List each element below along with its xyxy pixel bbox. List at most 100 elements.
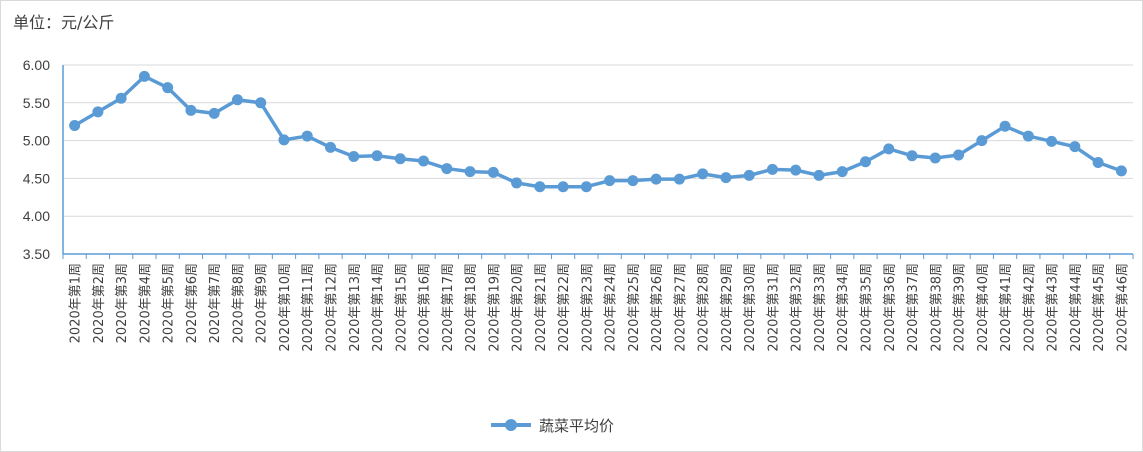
- data-point: [231, 94, 243, 106]
- x-tick-label: 2020年第42周: [1022, 263, 1037, 352]
- data-point: [836, 166, 848, 178]
- x-tick-label: 2020年第5周: [162, 263, 177, 343]
- x-tick-label: 2020年第40周: [976, 263, 991, 352]
- data-point: [1069, 141, 1081, 153]
- x-tick-label: 2020年第21周: [534, 263, 549, 352]
- data-point: [69, 119, 81, 131]
- unit-label: 单位：元/公斤: [13, 13, 115, 32]
- x-tick-label: 2020年第19周: [487, 263, 502, 352]
- data-point: [185, 104, 197, 116]
- x-tick-label: 2020年第12周: [325, 263, 340, 352]
- data-point: [650, 173, 662, 185]
- x-tick-label: 2020年第37周: [906, 263, 921, 352]
- data-point: [487, 166, 499, 178]
- x-tick-label: 2020年第14周: [371, 263, 386, 352]
- x-tick-label: 2020年第44周: [1069, 263, 1084, 352]
- data-point: [1046, 135, 1058, 147]
- data-point: [627, 175, 639, 187]
- x-tick-label: 2020年第8周: [231, 263, 246, 343]
- x-tick-label: 2020年第36周: [883, 263, 898, 352]
- x-tick-label: 2020年第17周: [441, 263, 456, 352]
- data-point: [1022, 130, 1034, 142]
- x-tick-label: 2020年第23周: [580, 263, 595, 352]
- data-point: [999, 120, 1011, 132]
- x-tick-label: 2020年第32周: [790, 263, 805, 352]
- x-tick-label: 2020年第46周: [1115, 263, 1130, 352]
- data-point: [860, 156, 871, 168]
- x-tick-label: 2020年第26周: [650, 263, 665, 352]
- x-tick-label: 2020年第34周: [836, 263, 851, 352]
- x-tick-label: 2020年第13周: [348, 263, 363, 352]
- data-point: [138, 70, 150, 82]
- x-tick-label: 2020年第18周: [464, 263, 479, 352]
- data-point: [720, 172, 732, 184]
- data-point: [976, 135, 988, 147]
- x-tick-label: 2020年第2周: [92, 263, 107, 343]
- x-tick-label: 2020年第41周: [999, 263, 1014, 352]
- x-tick-label: 2020年第29周: [720, 263, 735, 352]
- data-point: [371, 150, 383, 162]
- data-point: [464, 166, 476, 178]
- x-tick-label: 2020年第7周: [208, 263, 223, 343]
- x-tick-label: 2020年第28周: [697, 263, 712, 352]
- data-point: [929, 152, 941, 164]
- data-point: [441, 163, 453, 175]
- data-point: [534, 181, 546, 193]
- data-point: [743, 169, 755, 181]
- data-point: [790, 164, 802, 176]
- x-tick-label: 2020年第24周: [604, 263, 619, 352]
- data-point: [1092, 157, 1104, 169]
- y-tick-label: 4.50: [23, 170, 50, 186]
- legend-series-label: 蔬菜平均价: [539, 416, 615, 435]
- legend-series-marker: [489, 414, 533, 436]
- x-tick-label: 2020年第33周: [813, 263, 828, 352]
- x-tick-label: 2020年第25周: [627, 263, 642, 352]
- data-point: [813, 169, 825, 181]
- x-tick-label: 2020年第6周: [185, 263, 200, 343]
- data-point: [906, 150, 918, 162]
- data-point: [766, 163, 778, 175]
- data-point: [953, 149, 965, 161]
- x-tick-label: 2020年第27周: [673, 263, 688, 352]
- data-point: [1115, 165, 1127, 177]
- data-point: [162, 82, 174, 94]
- y-tick-label: 6.00: [23, 57, 50, 73]
- x-tick-label: 2020年第30周: [743, 263, 758, 352]
- legend: 蔬菜平均价: [489, 414, 614, 436]
- x-tick-label: 2020年第43周: [1046, 263, 1061, 352]
- x-tick-label: 2020年第20周: [511, 263, 526, 352]
- x-tick-label: 2020年第16周: [418, 263, 433, 352]
- x-tick-label: 2020年第35周: [860, 263, 875, 352]
- x-tick-label: 2020年第1周: [69, 263, 84, 343]
- data-point: [418, 155, 430, 167]
- data-point: [697, 168, 709, 180]
- y-tick-label: 5.50: [23, 95, 50, 111]
- x-tick-label: 2020年第31周: [766, 263, 781, 352]
- data-point: [325, 141, 336, 153]
- data-point: [604, 175, 616, 187]
- data-point: [394, 153, 406, 165]
- x-tick-label: 2020年第3周: [115, 263, 130, 343]
- data-point: [92, 106, 104, 118]
- x-tick-label: 2020年第22周: [557, 263, 572, 352]
- data-point: [208, 107, 220, 119]
- x-tick-label: 2020年第10周: [278, 263, 293, 352]
- data-point: [301, 130, 313, 142]
- y-tick-label: 4.00: [23, 208, 50, 224]
- data-point: [255, 97, 267, 109]
- x-tick-label: 2020年第38周: [929, 263, 944, 352]
- data-point: [348, 150, 360, 162]
- data-point: [511, 177, 523, 189]
- series-line-0: [73, 74, 1122, 189]
- line-chart: 3.50 4.00 4.50 5.00 5.50 6.00 2020年第1周 2020年第2周…: [23, 57, 1134, 352]
- data-point: [557, 181, 569, 193]
- y-tick-label: 5.00: [23, 133, 50, 149]
- data-point: [673, 173, 685, 185]
- x-tick-label: 2020年第9周: [255, 263, 270, 343]
- x-tick-label: 2020年第11周: [301, 263, 316, 352]
- x-tick-label: 2020年第4周: [138, 263, 153, 343]
- data-point: [883, 143, 895, 155]
- x-tick-label: 2020年第39周: [953, 263, 968, 352]
- data-point: [580, 181, 592, 193]
